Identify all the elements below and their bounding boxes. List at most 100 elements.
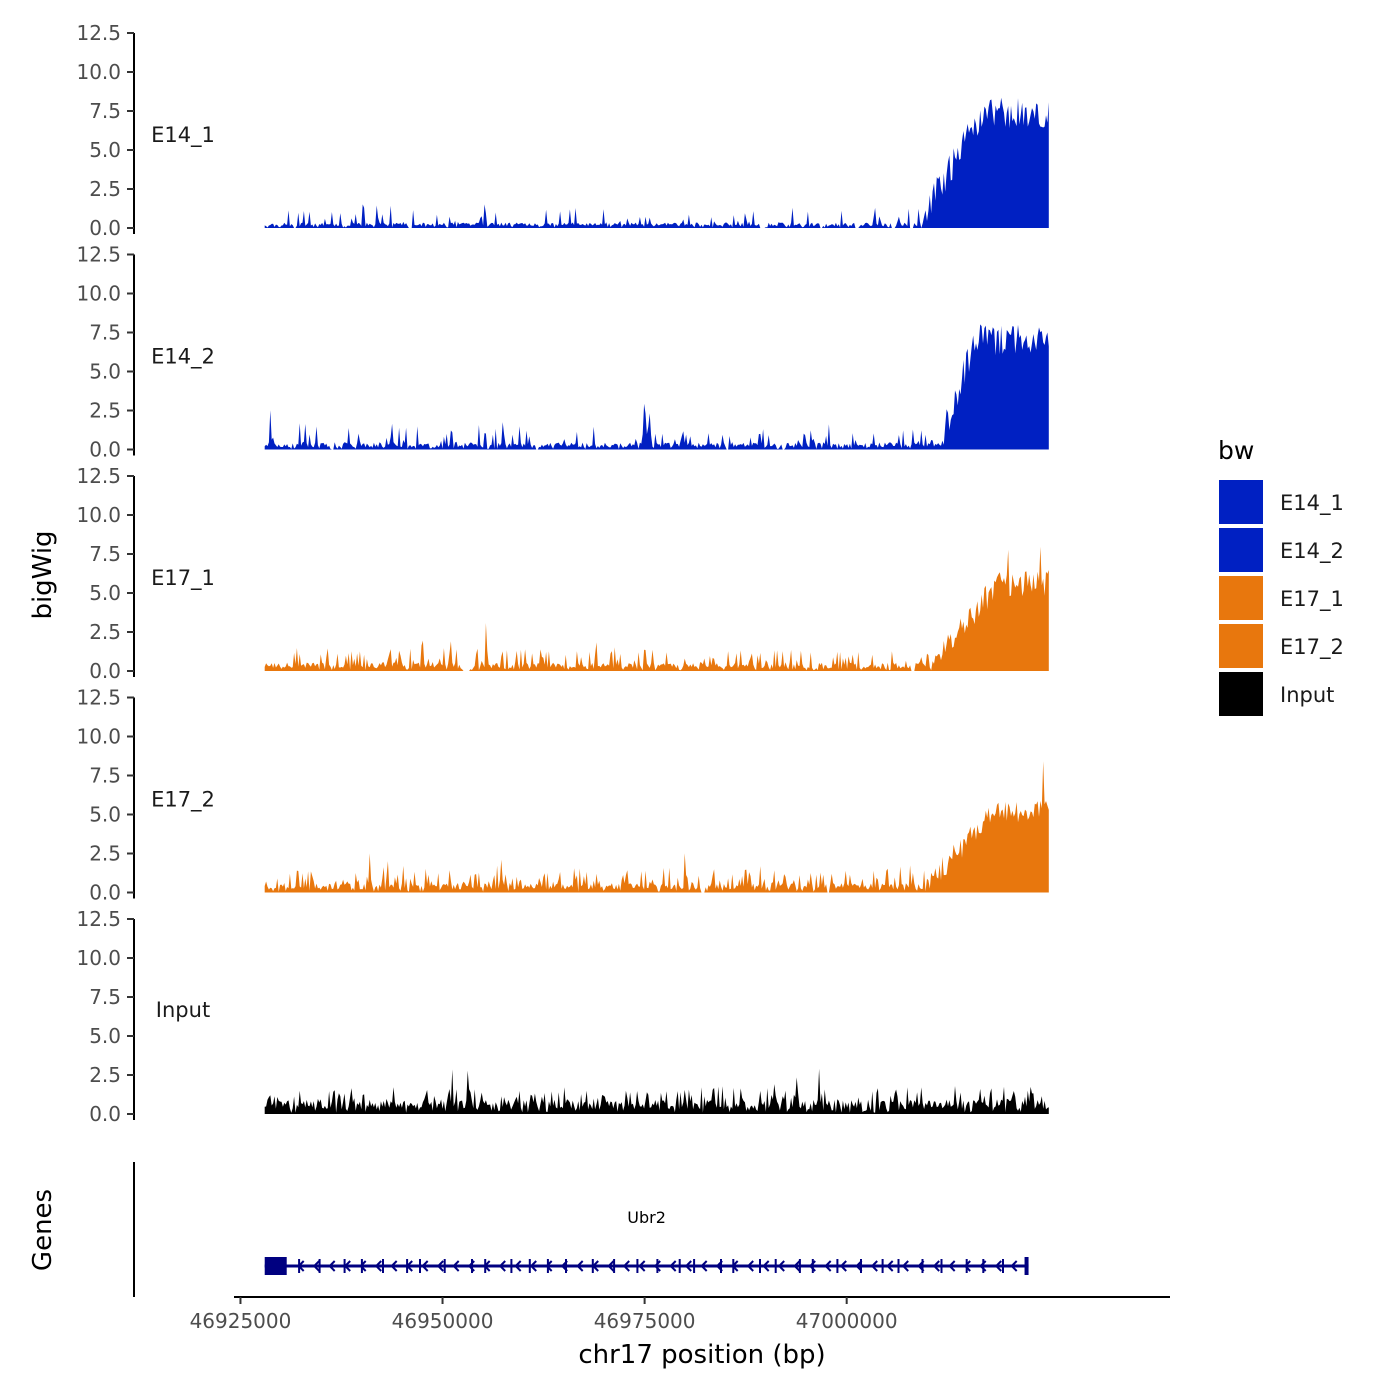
y-tick-label: 0.0 xyxy=(89,1102,121,1126)
gene-model-ubr2 xyxy=(264,1257,1029,1275)
legend-label-e14-1: E14_1 xyxy=(1280,491,1344,516)
y-tick-label: 7.5 xyxy=(89,99,121,123)
track-label-e17-1: E17_1 xyxy=(151,566,215,591)
strand-arrow xyxy=(467,1260,475,1272)
gene-exon xyxy=(656,1259,659,1273)
strand-arrow xyxy=(917,1260,925,1272)
strand-arrow xyxy=(777,1260,785,1272)
legend-swatch-e14-1 xyxy=(1219,480,1263,524)
gene-exon xyxy=(471,1259,473,1273)
strand-arrow xyxy=(948,1260,956,1272)
y-tick-label: 12.5 xyxy=(76,243,121,267)
legend-items: E14_1 E14_2 E17_1 E17_2 Input xyxy=(1219,480,1344,716)
strand-arrow xyxy=(793,1260,801,1272)
track-e14-1: 0.0 2.5 5.0 7.5 10.0 12.5 E14_1 xyxy=(76,21,1049,240)
strand-arrow xyxy=(855,1260,863,1272)
y-tick-label: 0.0 xyxy=(89,438,121,462)
track-e17-2: 0.0 2.5 5.0 7.5 10.0 12.5 E17_2 xyxy=(76,686,1049,905)
strand-arrow xyxy=(498,1260,506,1272)
gene-exon xyxy=(897,1259,900,1273)
gene-exon xyxy=(443,1259,446,1273)
y-tick-label: 5.0 xyxy=(89,360,121,384)
gene-exon xyxy=(636,1259,639,1273)
legend-swatch-e17-1 xyxy=(1219,576,1263,620)
y-tick-label: 0.0 xyxy=(89,881,121,905)
coverage-area-e14-1 xyxy=(264,97,1049,228)
y-tick-label: 7.5 xyxy=(89,985,121,1009)
strand-arrow xyxy=(824,1260,832,1272)
genes-track-title: Genes xyxy=(28,1189,58,1271)
x-tick-label: 46975000 xyxy=(594,1309,696,1333)
gene-exon xyxy=(836,1259,839,1273)
x-tick-label: 46950000 xyxy=(392,1309,494,1333)
strand-arrow xyxy=(731,1260,739,1272)
y-tick-label: 10.0 xyxy=(76,946,121,970)
strand-arrow xyxy=(607,1260,615,1272)
coverage-area-input xyxy=(264,1068,1049,1114)
gene-exon xyxy=(940,1259,943,1273)
y-tick-label: 7.5 xyxy=(89,764,121,788)
y-tick-label: 2.5 xyxy=(89,399,121,423)
strand-arrow xyxy=(312,1260,320,1272)
strand-arrow xyxy=(963,1260,971,1272)
y-tick-label: 7.5 xyxy=(89,321,121,345)
y-tick-label: 5.0 xyxy=(89,803,121,827)
strand-arrow xyxy=(870,1260,878,1272)
strand-arrow xyxy=(545,1260,553,1272)
strand-arrow xyxy=(839,1260,847,1272)
y-tick-label: 7.5 xyxy=(89,542,121,566)
y-tick-label: 0.0 xyxy=(89,659,121,683)
legend-label-input: Input xyxy=(1280,683,1334,707)
track-label-e17-2: E17_2 xyxy=(151,788,215,813)
strand-arrow xyxy=(932,1260,940,1272)
strand-arrow xyxy=(591,1260,599,1272)
y-tick-label: 10.0 xyxy=(76,503,121,527)
legend-label-e14-2: E14_2 xyxy=(1280,539,1344,564)
strand-arrow xyxy=(638,1260,646,1272)
track-input: 0.0 2.5 5.0 7.5 10.0 12.5 Input xyxy=(76,907,1049,1126)
gene-exon xyxy=(774,1259,777,1273)
y-tick-label: 12.5 xyxy=(76,464,121,488)
strand-arrow xyxy=(390,1260,398,1272)
strand-arrow xyxy=(436,1260,444,1272)
legend-label-e17-1: E17_1 xyxy=(1280,587,1344,612)
y-tick-label: 10.0 xyxy=(76,725,121,749)
track-e17-1: 0.0 2.5 5.0 7.5 10.0 12.5 E17_1 xyxy=(76,464,1049,683)
strand-arrow xyxy=(886,1260,894,1272)
coverage-tracks: 0.0 2.5 5.0 7.5 10.0 12.5 E14_1 0.0 2.5 5.0 7.5 10.… xyxy=(76,21,1049,1126)
strand-arrow xyxy=(762,1260,770,1272)
strand-arrow xyxy=(529,1260,537,1272)
strand-arrow xyxy=(1010,1260,1018,1272)
y-tick-label: 0.0 xyxy=(89,216,121,240)
legend-swatch-e17-2 xyxy=(1219,624,1263,668)
gene-exon xyxy=(921,1259,924,1273)
y-tick-label: 12.5 xyxy=(76,21,121,45)
strand-arrow xyxy=(669,1260,677,1272)
strand-arrow xyxy=(901,1260,909,1272)
gene-exon xyxy=(759,1259,761,1273)
x-axis: 46925000 46950000 46975000 47000000 chr17 p… xyxy=(190,1296,1170,1370)
x-tick-label: 47000000 xyxy=(796,1309,898,1333)
gene-exon xyxy=(1002,1259,1004,1273)
track-label-e14-1: E14_1 xyxy=(151,123,215,148)
legend-swatch-e14-2 xyxy=(1219,528,1263,572)
strand-arrow xyxy=(700,1260,708,1272)
gene-label-ubr2: Ubr2 xyxy=(627,1208,666,1227)
strand-arrow xyxy=(328,1260,336,1272)
legend-label-e17-2: E17_2 xyxy=(1280,635,1344,660)
strand-arrow xyxy=(421,1260,429,1272)
gene-exon-first xyxy=(1024,1257,1029,1275)
gene-exon xyxy=(881,1259,884,1273)
y-tick-label: 12.5 xyxy=(76,907,121,931)
y-tick-label: 2.5 xyxy=(89,842,121,866)
y-tick-label: 10.0 xyxy=(76,60,121,84)
gene-exon xyxy=(419,1259,421,1273)
strand-arrow xyxy=(808,1260,816,1272)
strand-arrow xyxy=(343,1260,351,1272)
strand-arrow xyxy=(514,1260,522,1272)
coverage-area-e17-1 xyxy=(264,546,1049,671)
strand-arrow xyxy=(297,1260,305,1272)
strand-arrow xyxy=(560,1260,568,1272)
gene-exon xyxy=(318,1259,321,1273)
